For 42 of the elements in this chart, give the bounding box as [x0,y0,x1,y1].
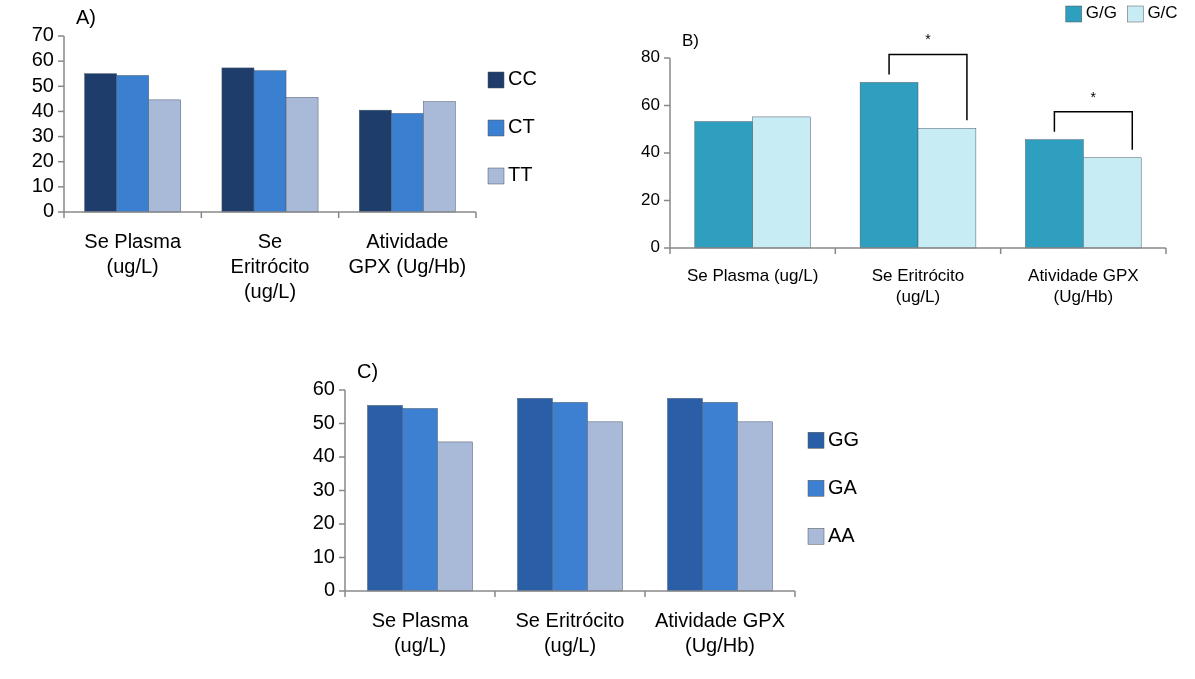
text: * [925,31,932,48]
legend-label: AA [828,523,856,546]
y-tick-label: 70 [31,23,54,46]
y-tick-label: 60 [31,48,54,71]
x-tick-label: Atividade GPX (Ug/Hb) [1028,266,1139,307]
y-tick-label: 80 [641,47,660,67]
y-tick-label: 0 [650,237,660,257]
legend-label: G/C [1147,3,1178,23]
y-tick-label: 20 [641,189,660,209]
chart-title: B) [682,31,699,50]
legend-label: G/G [1085,3,1117,23]
annotation: * [1090,88,1097,105]
y-tick-label: 10 [312,544,335,567]
y-tick-label: 0 [323,578,335,601]
x-tick-label: Atividade GPX (Ug/Hb) [348,230,467,277]
x-tick-label: Se Eritrócito (ug/L) [230,230,310,302]
y-tick-label: 30 [312,477,335,500]
legend-label: TT [508,163,533,186]
y-tick-label: 10 [31,174,54,197]
y-tick-label: 40 [312,444,335,467]
y-tick-label: 40 [641,142,660,162]
y-tick-label: 50 [31,73,54,96]
y-tick-label: 20 [312,511,335,534]
x-tick-label: Se Eritrócito (ug/L) [871,266,965,307]
y-tick-label: 40 [31,98,54,121]
legend-label: GG [828,427,860,450]
legend-label: CC [508,67,537,90]
y-tick-label: 0 [42,199,54,222]
x-tick-label: Se Eritrócito (ug/L) [515,609,625,656]
y-tick-label: 60 [312,377,335,400]
x-tick-label: Se Plasma (ug/L) [371,609,470,656]
x-tick-label: Se Plasma (ug/L) [686,266,819,285]
legend-label: CT [508,115,535,138]
x-tick-label: Atividade GPX (Ug/Hb) [654,609,786,656]
y-tick-label: 60 [641,94,660,114]
chart-title: C) [357,360,379,382]
y-tick-label: 50 [312,410,335,433]
chart-title: A) [76,6,96,28]
legend-label: GA [828,475,858,498]
x-tick-label: Se Plasma (ug/L) [84,230,182,277]
y-tick-label: 30 [31,123,54,146]
y-tick-label: 20 [31,149,54,171]
